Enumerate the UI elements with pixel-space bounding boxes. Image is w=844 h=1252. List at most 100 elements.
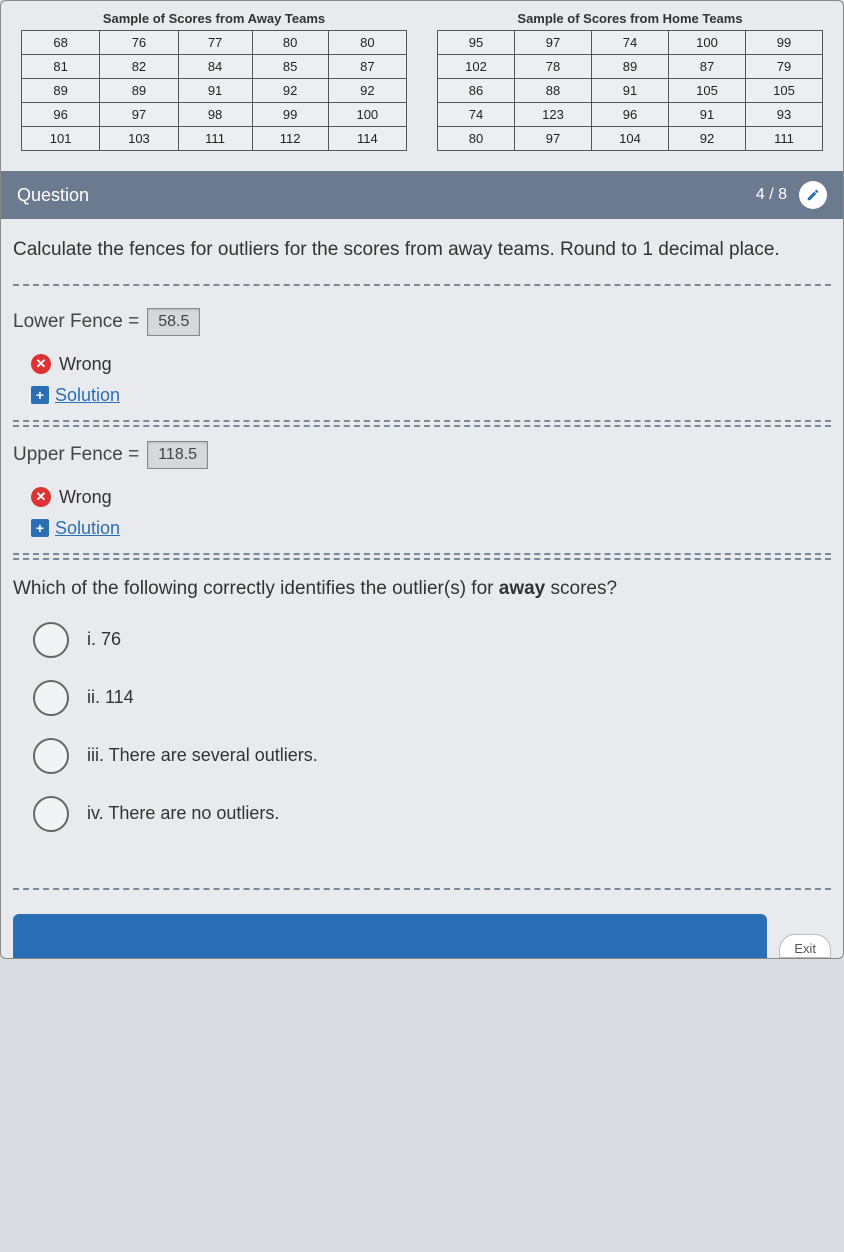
wrong-icon: ✕ [31, 354, 51, 374]
away-table-title: Sample of Scores from Away Teams [21, 11, 407, 26]
upper-fence-label-text: Upper Fence = [13, 444, 139, 466]
table-cell: 85 [252, 55, 328, 79]
table-cell: 105 [669, 79, 746, 103]
lower-fence-label: Lower Fence = 58.5 [13, 308, 200, 336]
table-row: 8989919292 [22, 79, 407, 103]
table-cell: 78 [515, 55, 592, 79]
upper-fence-label: Upper Fence = 118.5 [13, 441, 208, 469]
table-cell: 97 [100, 103, 178, 127]
table-cell: 100 [669, 31, 746, 55]
table-row: 10278898779 [438, 55, 823, 79]
table-cell: 89 [22, 79, 100, 103]
table-cell: 80 [252, 31, 328, 55]
question-prompt: Calculate the fences for outliers for th… [13, 237, 831, 264]
bottom-bar: Exit [1, 904, 843, 958]
upper-fence-status: ✕ Wrong [31, 487, 831, 508]
plus-icon: + [31, 519, 49, 537]
double-separator [13, 553, 831, 560]
table-row: 868891105105 [438, 79, 823, 103]
table-cell: 68 [22, 31, 100, 55]
mc-bold: away [499, 578, 545, 599]
question-bar: Question 4 / 8 [1, 171, 843, 219]
solution-link[interactable]: Solution [55, 385, 120, 406]
table-cell: 91 [178, 79, 252, 103]
table-cell: 99 [746, 31, 823, 55]
upper-solution-row: + Solution [31, 518, 831, 539]
lower-fence-row: Lower Fence = 58.5 [13, 300, 831, 340]
table-cell: 97 [515, 127, 592, 151]
table-cell: 84 [178, 55, 252, 79]
radio-button[interactable] [33, 680, 69, 716]
table-cell: 86 [438, 79, 515, 103]
table-cell: 87 [669, 55, 746, 79]
table-cell: 91 [592, 79, 669, 103]
question-label: Question [17, 185, 89, 206]
table-row: 8182848587 [22, 55, 407, 79]
table-cell: 111 [746, 127, 823, 151]
table-cell: 101 [22, 127, 100, 151]
table-row: 96979899100 [22, 103, 407, 127]
radio-button[interactable] [33, 622, 69, 658]
table-cell: 74 [592, 31, 669, 55]
table-cell: 102 [438, 55, 515, 79]
option-row[interactable]: ii. 114 [33, 680, 831, 716]
table-row: 809710492111 [438, 127, 823, 151]
table-cell: 82 [100, 55, 178, 79]
pencil-icon [806, 188, 820, 202]
table-cell: 92 [328, 79, 406, 103]
home-table-title: Sample of Scores from Home Teams [437, 11, 823, 26]
lower-fence-input[interactable]: 58.5 [147, 308, 200, 336]
tables-row: Sample of Scores from Away Teams 6876778… [1, 1, 843, 171]
option-label: iii. There are several outliers. [87, 745, 318, 766]
table-cell: 80 [328, 31, 406, 55]
table-cell: 92 [252, 79, 328, 103]
table-cell: 77 [178, 31, 252, 55]
table-cell: 89 [100, 79, 178, 103]
edit-button[interactable] [799, 181, 827, 209]
action-bar[interactable] [13, 914, 767, 958]
table-cell: 123 [515, 103, 592, 127]
wrong-label: Wrong [59, 487, 112, 508]
table-cell: 88 [515, 79, 592, 103]
upper-fence-row: Upper Fence = 118.5 [13, 433, 831, 473]
option-row[interactable]: iii. There are several outliers. [33, 738, 831, 774]
table-cell: 114 [328, 127, 406, 151]
option-label: ii. 114 [87, 687, 134, 708]
mc-prompt: Which of the following correctly identif… [13, 578, 831, 600]
table-cell: 96 [22, 103, 100, 127]
wrong-label: Wrong [59, 354, 112, 375]
table-cell: 98 [178, 103, 252, 127]
exit-button[interactable]: Exit [779, 934, 831, 958]
home-table: 9597741009910278898779868891105105741239… [437, 30, 823, 151]
solution-link[interactable]: Solution [55, 518, 120, 539]
mc-suffix: scores? [545, 578, 617, 599]
table-cell: 79 [746, 55, 823, 79]
radio-button[interactable] [33, 738, 69, 774]
options-list: i. 76 ii. 114 iii. There are several outli… [13, 622, 831, 874]
table-row: 101103111112114 [22, 127, 407, 151]
radio-button[interactable] [33, 796, 69, 832]
double-separator [13, 420, 831, 427]
lower-fence-status: ✕ Wrong [31, 354, 831, 375]
wrong-icon: ✕ [31, 487, 51, 507]
table-cell: 95 [438, 31, 515, 55]
table-cell: 97 [515, 31, 592, 55]
table-cell: 91 [669, 103, 746, 127]
option-row[interactable]: i. 76 [33, 622, 831, 658]
main-container: Sample of Scores from Away Teams 6876778… [0, 0, 844, 959]
away-table-block: Sample of Scores from Away Teams 6876778… [21, 11, 407, 151]
table-cell: 81 [22, 55, 100, 79]
table-cell: 112 [252, 127, 328, 151]
table-cell: 74 [438, 103, 515, 127]
lower-solution-row: + Solution [31, 385, 831, 406]
table-cell: 89 [592, 55, 669, 79]
home-table-block: Sample of Scores from Home Teams 9597741… [437, 11, 823, 151]
table-cell: 92 [669, 127, 746, 151]
option-label: i. 76 [87, 629, 121, 650]
option-row[interactable]: iv. There are no outliers. [33, 796, 831, 832]
question-right: 4 / 8 [756, 181, 827, 209]
table-cell: 99 [252, 103, 328, 127]
table-cell: 111 [178, 127, 252, 151]
table-row: 74123969193 [438, 103, 823, 127]
upper-fence-input[interactable]: 118.5 [147, 441, 208, 469]
